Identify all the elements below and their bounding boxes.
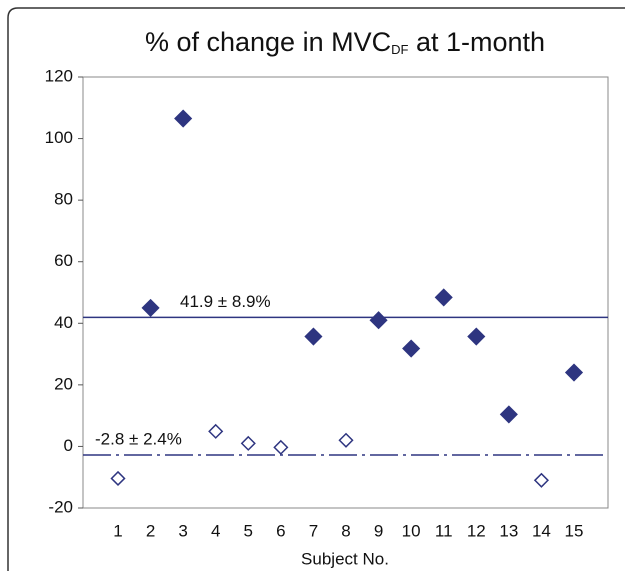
y-tick-label: 80 — [54, 190, 73, 209]
data-point — [110, 470, 126, 487]
x-tick-label: 2 — [146, 521, 155, 540]
reference-label: 41.9 ± 8.9% — [180, 292, 271, 311]
x-tick-label: 4 — [211, 521, 220, 540]
data-point — [304, 327, 323, 346]
data-point — [240, 435, 256, 451]
x-tick-label: 10 — [402, 521, 421, 540]
x-tick-label: 9 — [374, 521, 383, 540]
plot-area — [82, 76, 609, 509]
x-tick-label: 5 — [244, 521, 253, 540]
x-tick-label: 14 — [532, 521, 551, 540]
data-point — [369, 311, 388, 330]
y-tick-label: -20 — [48, 497, 73, 516]
frame — [7, 7, 625, 571]
chart-title: % of change in MVCDF at 1-month — [145, 27, 545, 57]
data-point — [338, 432, 354, 448]
reference-label: -2.8 ± 2.4% — [95, 430, 182, 449]
data-point — [273, 439, 289, 455]
y-tick-label: 40 — [54, 313, 73, 332]
data-point — [499, 405, 518, 424]
data-point — [402, 339, 421, 358]
data-point — [434, 288, 453, 307]
data-point — [533, 472, 549, 488]
data-point — [467, 327, 486, 346]
x-tick-label: 1 — [113, 521, 122, 540]
y-tick-label: 60 — [54, 251, 73, 270]
x-tick-label: 15 — [565, 521, 584, 540]
y-tick-label: 20 — [54, 374, 73, 393]
y-tick-label: 0 — [64, 436, 73, 455]
x-tick-label: 3 — [178, 521, 187, 540]
data-point — [208, 423, 224, 439]
x-axis-label: Subject No. — [301, 549, 389, 568]
y-tick-label: 100 — [45, 128, 73, 147]
y-tick-label: 120 — [45, 66, 73, 85]
data-point — [174, 109, 193, 128]
data-point — [141, 298, 160, 317]
x-tick-label: 12 — [467, 521, 486, 540]
x-tick-label: 7 — [309, 521, 318, 540]
x-tick-label: 6 — [276, 521, 285, 540]
data-point — [564, 363, 584, 382]
x-tick-label: 13 — [499, 521, 518, 540]
x-tick-label: 11 — [435, 521, 453, 540]
x-tick-label: 8 — [341, 521, 350, 540]
